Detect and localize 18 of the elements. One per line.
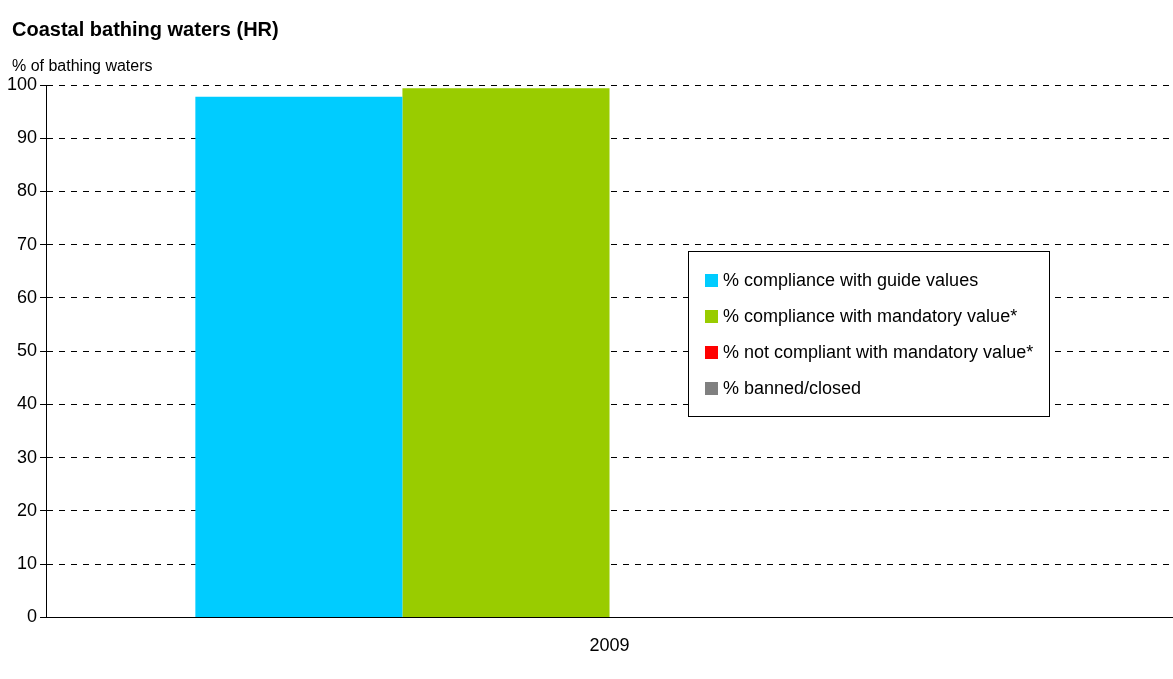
y-tick-label: 40 <box>17 393 38 414</box>
x-tick-label: 2009 <box>589 635 630 656</box>
y-tick-label: 60 <box>17 286 38 307</box>
y-tick-label: 30 <box>17 446 38 467</box>
legend-label: % compliance with mandatory value* <box>723 305 1018 327</box>
legend-label: % compliance with guide values <box>723 269 979 291</box>
y-tick-label: 70 <box>17 233 38 254</box>
y-tick-label: 20 <box>17 499 38 520</box>
y-axis-title: % of bathing waters <box>12 57 153 75</box>
chart-title: Coastal bathing waters (HR) <box>12 18 279 41</box>
y-tick-label: 10 <box>17 553 38 574</box>
y-tick-label: 90 <box>17 127 38 148</box>
y-tick-label: 80 <box>17 180 38 201</box>
y-tick-label: 0 <box>27 606 38 627</box>
legend-label: % banned/closed <box>723 377 862 399</box>
y-tick-label: 100 <box>6 73 38 94</box>
y-tick-label: 50 <box>17 340 38 361</box>
legend-label: % not compliant with mandatory value* <box>723 341 1034 363</box>
